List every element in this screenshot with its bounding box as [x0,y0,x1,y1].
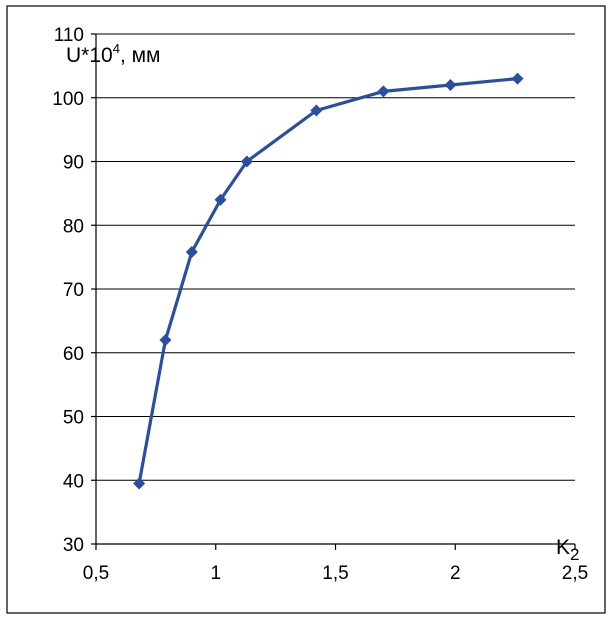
y-tick-label-80: 80 [63,216,84,237]
data-point-1 [159,334,172,346]
x-tick-label-0,5: 0,5 [83,563,109,584]
data-point-6 [377,85,390,98]
data-point-2 [185,246,198,259]
x-tick-labels: 0,5 1 1,5 2 2,5 [83,563,588,584]
y-tick-label-40: 40 [63,471,84,492]
y-tick-label-110: 110 [54,25,84,46]
chart-border [6,5,606,614]
y-tick-labels: 30 40 50 60 70 80 90 100 110 [52,25,84,556]
y-axis-label: U*104, мм [66,41,160,67]
y-axis-label-superscript: 4 [113,41,120,56]
y-tick-label-30: 30 [63,535,84,556]
data-point-0 [133,477,146,490]
data-point-3 [214,193,227,206]
x-tick-label-1,5: 1,5 [322,563,348,584]
data-point-7 [444,79,457,91]
y-tick-label-70: 70 [63,280,84,301]
axes [91,33,576,550]
y-tick-label-50: 50 [63,408,84,429]
y-tick-label-90: 90 [63,153,84,174]
x-tick-label-1: 1 [210,563,221,584]
y-axis-label-main: U*10 [66,44,113,67]
data-point-5 [310,104,323,117]
x-axis-label-main: K [556,536,570,559]
x-tick-label-2: 2 [450,563,461,584]
data-point-8 [511,72,524,85]
data-point-4 [240,155,253,168]
data-series [133,72,524,490]
y-tick-label-100: 100 [52,89,84,110]
x-axis-label-subscript: 2 [570,545,579,564]
x-tick-label-2,5: 2,5 [562,563,588,584]
grid-lines [96,33,575,481]
x-axis-label: K2 [556,536,579,564]
y-tick-label-60: 60 [63,344,84,365]
y-axis-label-unit: , мм [120,44,161,67]
